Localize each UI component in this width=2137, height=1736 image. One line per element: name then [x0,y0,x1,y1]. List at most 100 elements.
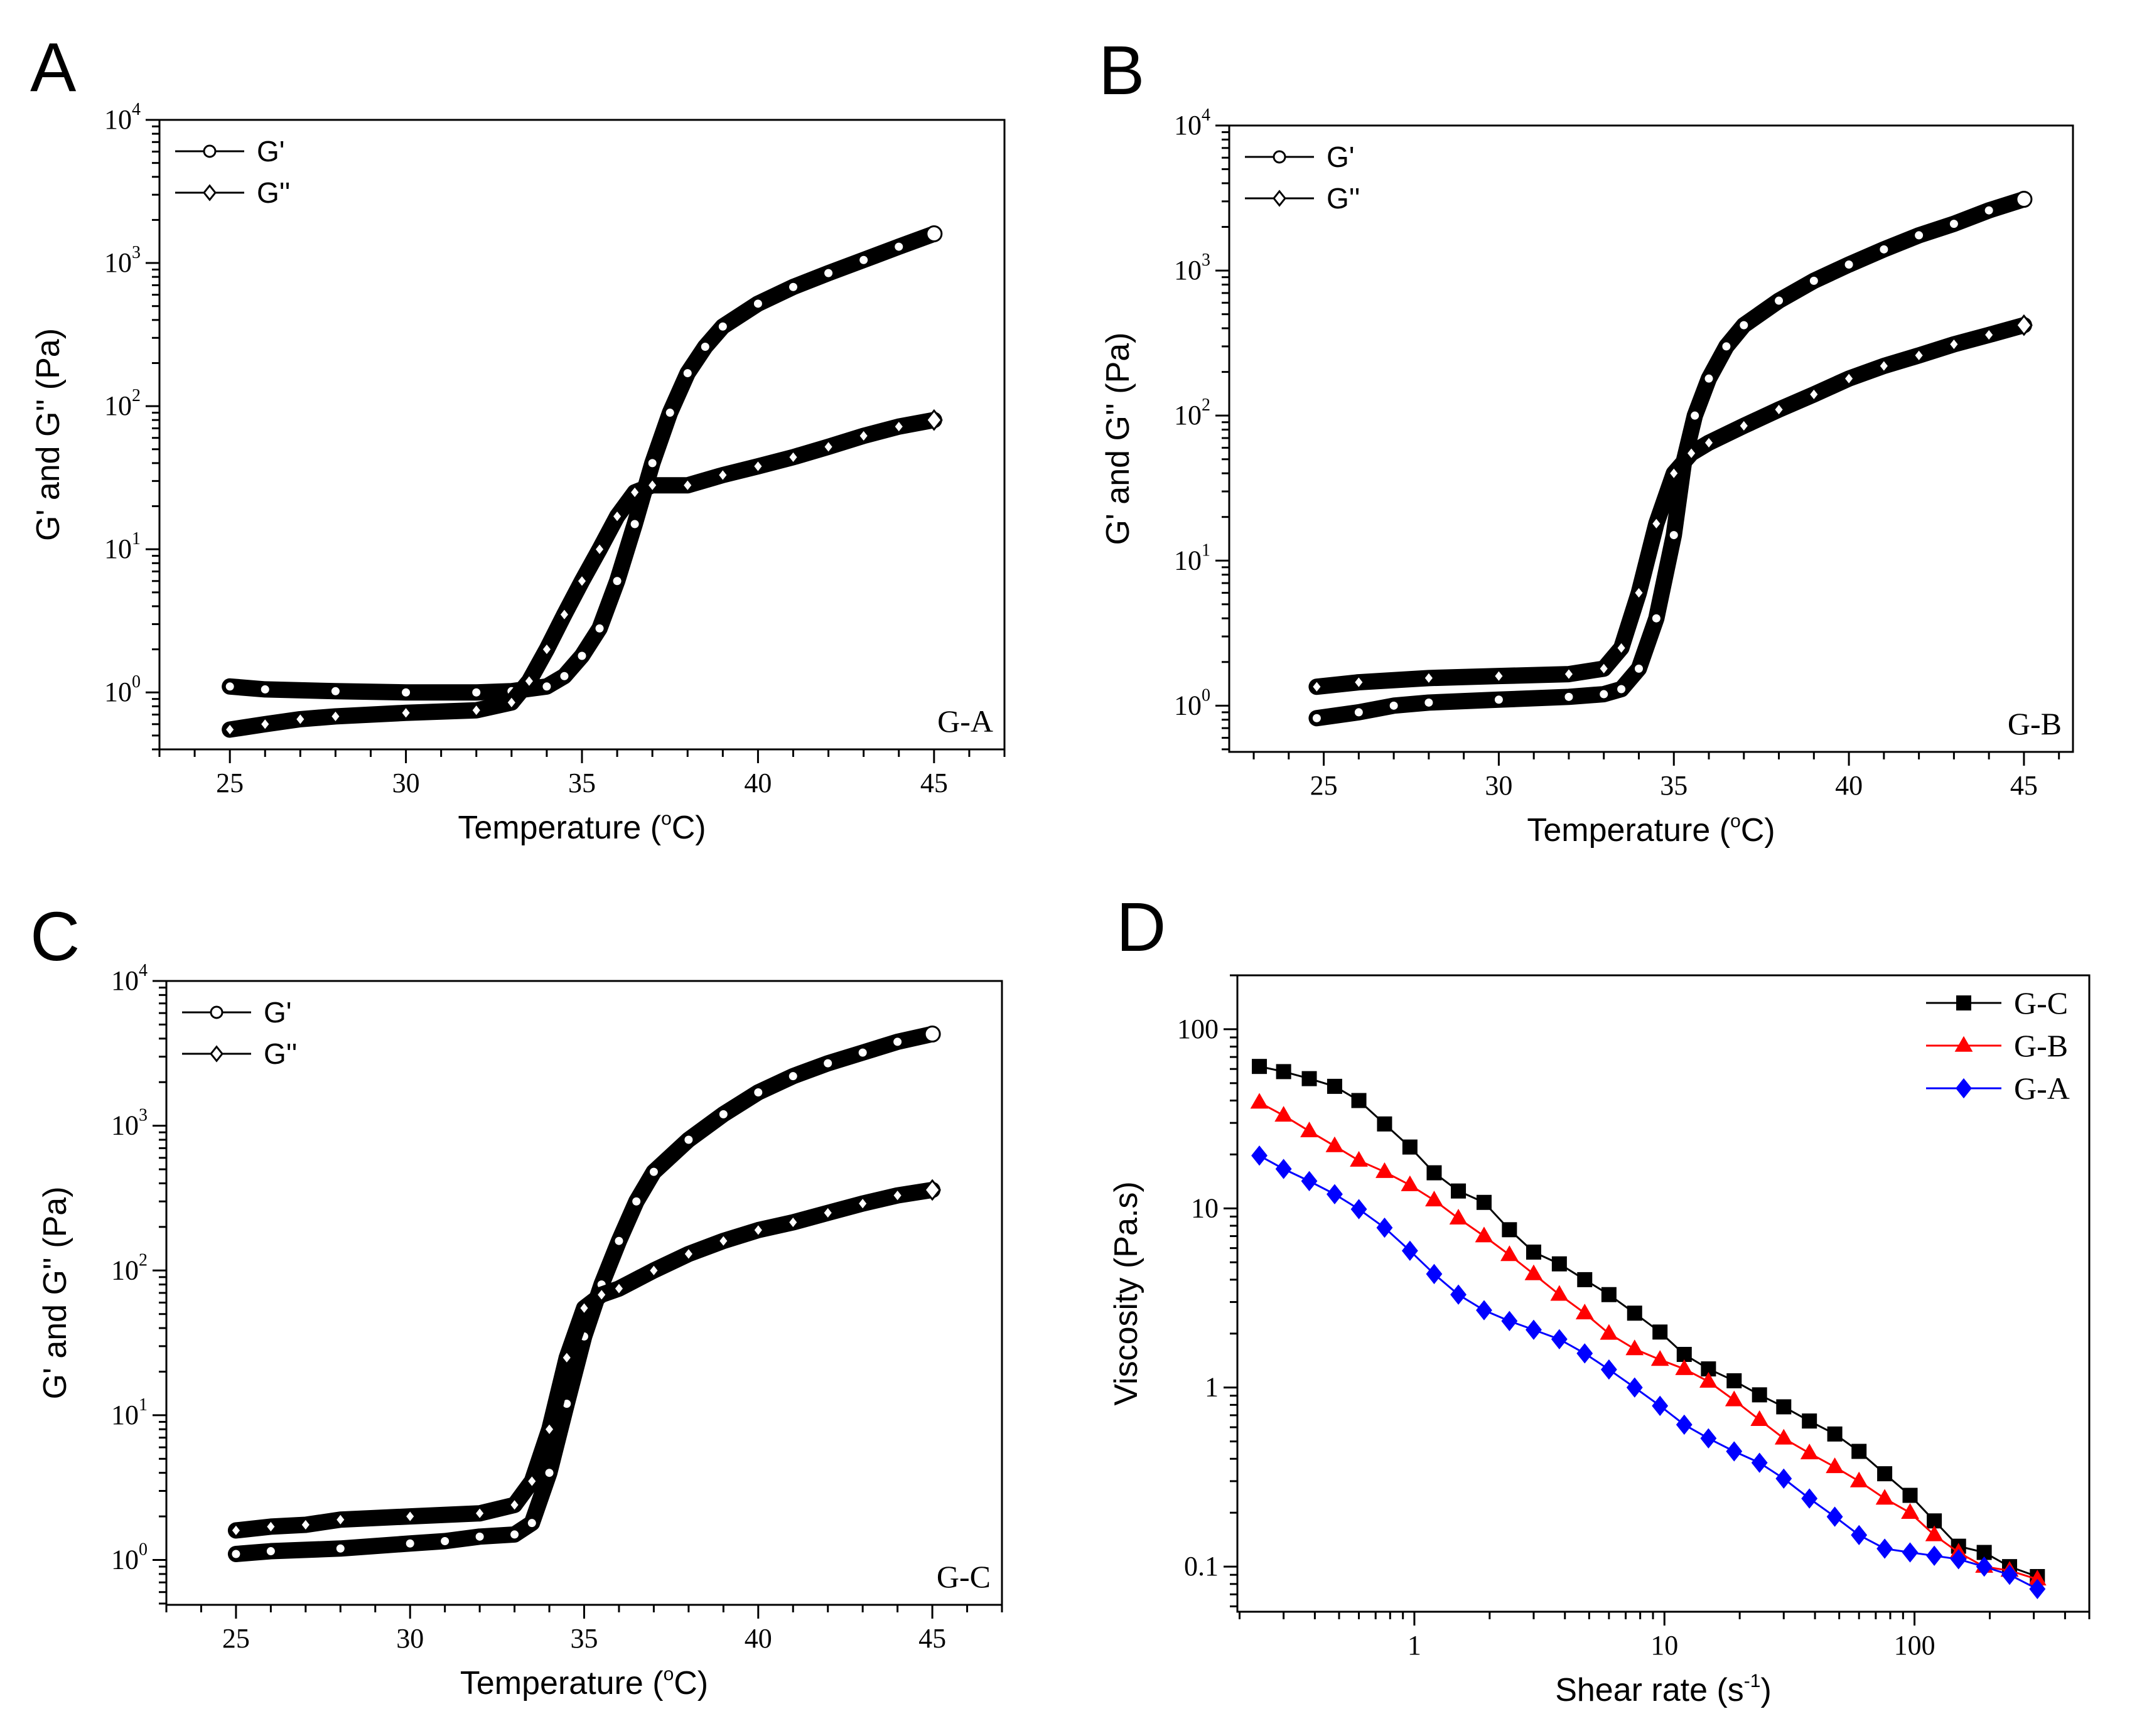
data-point [1600,1324,1618,1340]
series-line [1259,1065,2038,1578]
legend-label: G' [257,135,285,168]
data-point [1401,1240,1418,1261]
x-tick-label: 40 [744,768,772,798]
data-point [1526,1244,1541,1260]
tick-exponent: 2 [132,386,141,405]
tick-base: 10 [111,1255,139,1285]
y-tick-label: 101 [111,1395,148,1430]
data-point [822,439,835,455]
data-point [1913,229,1925,242]
data-point [923,1026,941,1043]
y-tick-label: 104 [104,100,141,135]
data-point [1737,418,1750,434]
data-point [595,1287,608,1303]
tick-exponent: 4 [139,961,148,980]
tick-base: 10 [104,677,132,707]
series-band [1308,317,2032,695]
y-axis-title: G' and G'' (Pa) [1100,332,1136,545]
legend-label: G' [1327,141,1355,173]
data-point [576,573,588,589]
tick-exponent: 1 [139,1395,148,1415]
axis-title-superscript: o [664,1664,674,1685]
data-point [1776,1399,1792,1415]
plot-frame [1236,974,2091,1613]
sample-label: G-B [2008,706,2062,741]
y-tick-label: 104 [111,961,148,996]
data-point [1422,670,1435,686]
y-tick-label: 100 [1174,685,1210,721]
data-point [751,1222,765,1238]
legend-marker-diamond [203,184,217,201]
data-point [717,1108,729,1120]
data-point [1976,1556,1993,1577]
data-point [1901,1503,1919,1519]
data-point [2015,314,2033,336]
axis-title-text: Temperature ( [1527,812,1730,849]
data-point [229,1523,242,1538]
data-point [1876,1538,1893,1559]
data-point [1551,1256,1567,1272]
data-point [1689,409,1701,422]
legend-marker-diamond [210,1045,223,1063]
data-point [1425,1191,1443,1207]
data-point [646,457,659,469]
data-point [822,1057,834,1069]
data-point [473,1505,487,1521]
y-axis-title: G' and G'' (Pa) [30,328,67,541]
legend-label: G' [264,996,292,1029]
data-point [1274,1106,1293,1122]
data-point [1449,1208,1468,1224]
x-tick-label: 45 [2010,770,2038,801]
data-point [223,722,237,737]
data-point [1703,435,1715,451]
data-point [682,1133,695,1146]
series-g-c [1252,1059,2045,1584]
data-point [1902,1487,1918,1503]
data-point [1807,274,1820,287]
legend-marker-circle [203,144,217,158]
data-point [1500,1245,1519,1262]
data-point [892,419,905,435]
data-point [1851,1524,1868,1546]
data-point [264,1545,277,1558]
data-point [543,1421,556,1437]
data-point [543,1467,556,1479]
data-point [1492,694,1505,706]
data-point [509,1528,521,1541]
series-band [227,1181,941,1539]
data-point [1526,1319,1542,1340]
data-point [1598,688,1610,700]
data-point [1327,1184,1343,1204]
axis-title-text: C) [1741,812,1775,849]
data-point [858,254,870,266]
data-point [1700,1428,1717,1449]
data-point [716,320,729,333]
axis-title-text: Shear rate (s [1555,1672,1744,1708]
data-point [1650,1350,1669,1366]
series-g-a [1251,1145,2046,1599]
data-point [1878,243,1890,255]
data-point [505,694,518,710]
data-point [613,1235,625,1247]
data-point [1807,387,1821,402]
data-point [1426,1263,1443,1285]
data-point [1772,402,1785,418]
data-point [1826,1506,1843,1527]
data-point [1950,1549,1967,1570]
data-point [1947,218,1960,230]
tick-base: 10 [111,965,139,996]
data-point [1301,1071,1317,1086]
series-g-double-prime [227,1179,942,1539]
data-point [893,240,905,253]
series-line [1259,1154,2038,1590]
tick-exponent: 1 [1202,540,1210,560]
x-tick-label: 35 [568,768,596,798]
legend-label: G-B [2014,1028,2068,1063]
data-point [1632,585,1645,601]
data-point [593,622,606,635]
data-point [751,297,764,310]
tick-exponent: 4 [132,100,141,119]
data-point [1615,683,1628,695]
data-point [787,1214,800,1231]
